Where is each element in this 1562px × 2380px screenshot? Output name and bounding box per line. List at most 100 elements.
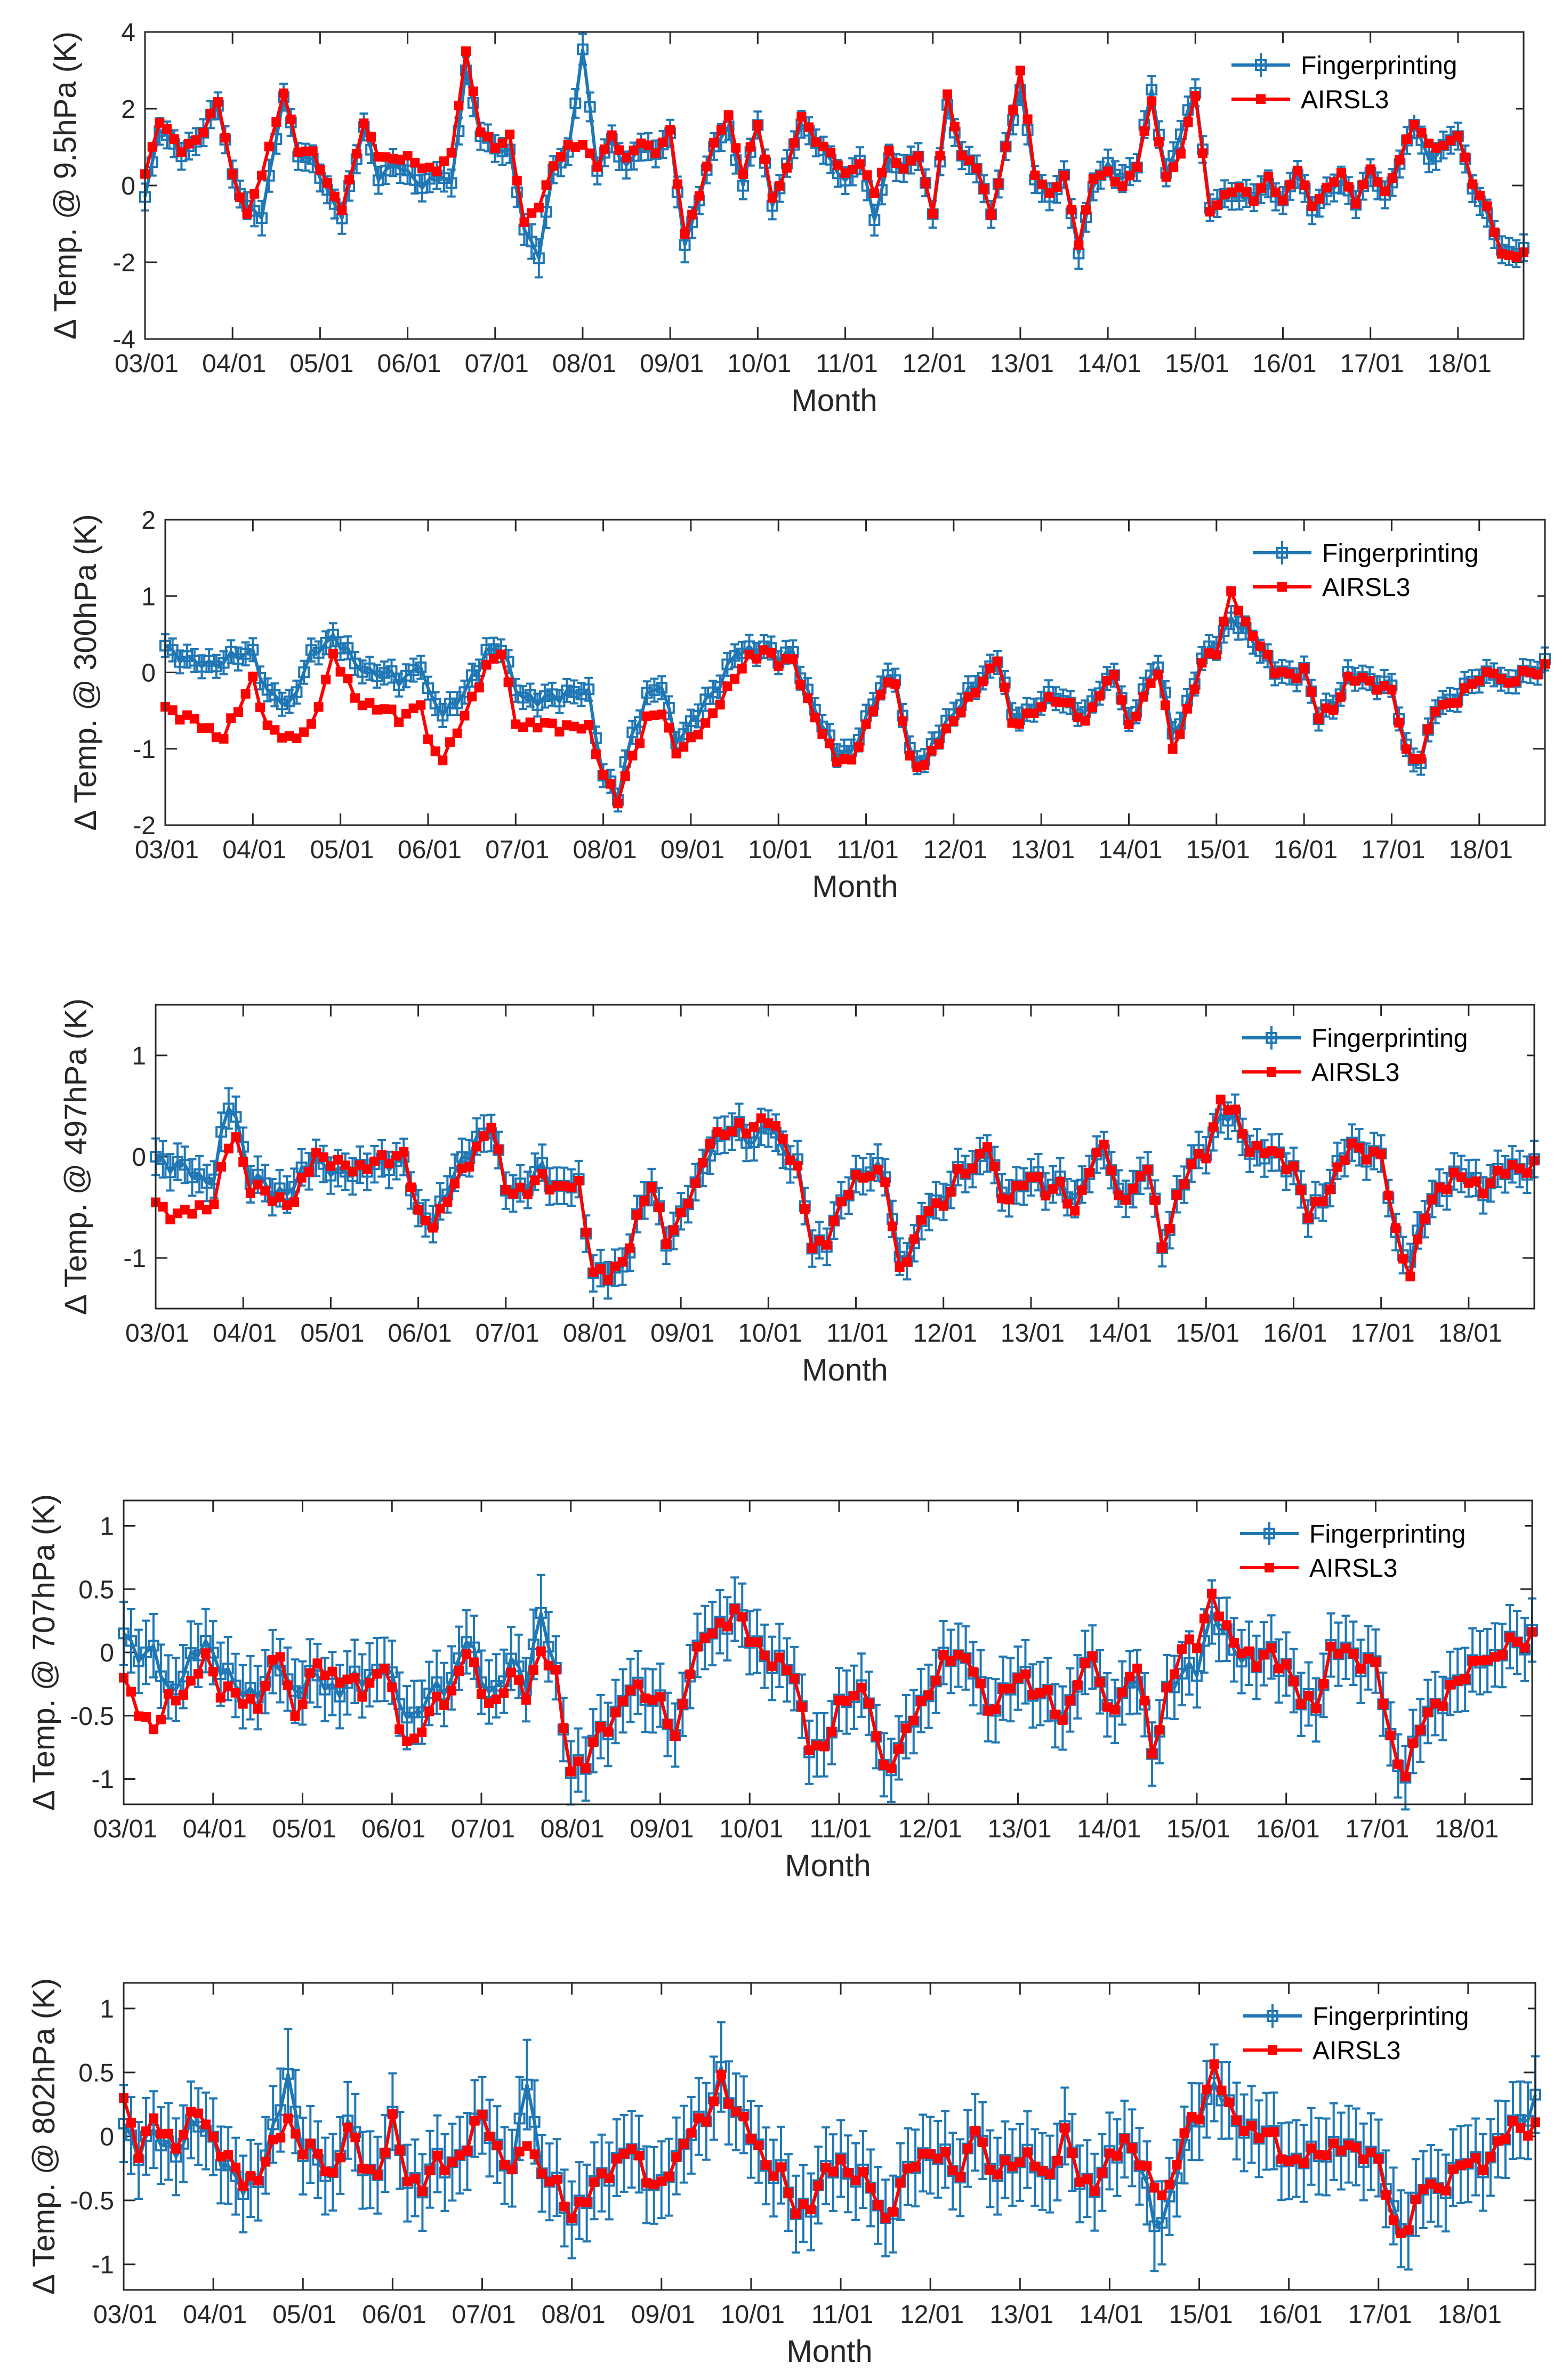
airsl3-point [1208,1122,1218,1132]
y-tick-label: -0.5 [70,2187,114,2215]
airsl3-point [658,138,668,148]
x-tick-label: 10/01 [719,1815,783,1843]
airsl3-point [293,147,303,157]
airsl3-point [164,2128,174,2139]
fingerprinting-point [401,164,414,176]
airsl3-point [305,2139,316,2149]
airsl3-point [1033,1172,1043,1182]
airsl3-point [953,1164,963,1174]
airsl3-point [1191,1643,1202,1653]
airsl3-point [1445,698,1455,708]
airsl3-point [767,193,777,203]
airsl3-point [306,719,316,729]
airsl3-point [625,1243,635,1253]
airsl3-point [337,205,347,215]
fingerprinting-point [1146,84,1158,96]
airsl3-point [1289,1161,1299,1171]
fingerprinting-point [532,699,544,711]
airsl3-point [1184,1634,1194,1644]
airsl3-point [1160,700,1170,711]
fingerprinting-point [663,701,675,714]
panel-2: -2 -1 0 1 2 03/01 04/01 05/01 06/01 07/01 08/01 09/… [68,506,1551,904]
airsl3-point [178,1690,188,1700]
airsl3-point [298,2150,308,2160]
legend-label-fingerprinting: Fingerprinting [1309,1520,1466,1548]
airsl3-point [566,1766,576,1777]
x-axis-label: Month [802,1353,888,1387]
x-tick-label: 13/01 [987,1815,1051,1843]
airsl3-point [1380,187,1390,197]
fingerprinting-point [380,164,392,176]
airsl3-point [452,728,462,738]
airsl3-point [722,1621,732,1632]
airsl3-point [679,742,689,752]
airsl3-point [789,138,799,148]
airsl3-point [759,645,769,655]
fingerprinting-point [166,644,179,656]
fingerprinting-point [132,1655,144,1667]
fingerprinting-point [394,164,406,176]
x-tick-label: 09/01 [661,836,724,864]
airsl3-point [1230,1104,1241,1115]
airsl3-point [826,148,836,158]
airsl3-point [387,704,397,714]
airsl3-point [603,1275,613,1285]
y-tick-label: -1 [133,736,156,764]
airsl3-point [340,1160,350,1171]
airsl3-point [209,1199,219,1209]
fingerprinting-point [327,628,339,641]
airsl3-point [507,2165,517,2175]
airsl3-point [1328,705,1338,715]
fingerprinting-point [125,1635,137,1647]
legend-box [1228,1512,1525,1583]
legend-label-airsl3: AIRSL3 [1322,574,1410,602]
airsl3-point [1147,1749,1157,1759]
airsl3-point [569,721,579,731]
airsl3-point [890,679,900,689]
airsl3-point [350,693,360,703]
fingerprinting-point [298,666,310,679]
airsl3-point [165,1214,175,1224]
fingerprinting-point [267,2118,279,2131]
x-tick-label: 14/01 [1077,350,1141,378]
y-tick-label: -1 [91,1766,114,1794]
airsl3-point [1095,1677,1105,1688]
y-tick-label: 1 [132,1042,146,1070]
fingerprinting-point [275,2104,287,2116]
airsl3-point [871,1731,881,1741]
airsl3-point [417,2187,428,2197]
airsl3-point [476,127,486,138]
airsl3-point [924,1206,934,1216]
airsl3-point [233,707,243,717]
airsl3-point [1278,196,1288,206]
airsl3-point [1175,149,1186,159]
airsl3-point [348,1167,358,1177]
airsl3-point [155,118,165,128]
x-tick-label: 17/01 [1351,1319,1415,1348]
panel-5: -1 -0.5 0 0.5 1 03/01 04/01 05/01 06/01 07/01 08/0… [27,1978,1541,2369]
x-tick-label: 08/01 [542,2301,606,2329]
airsl3-point [1070,1206,1080,1216]
airsl3-point [957,150,967,160]
airsl3-point [291,2129,301,2139]
airsl3-point [467,691,477,701]
airsl3-point [778,1134,788,1144]
x-tick-label: 08/01 [552,350,616,378]
airsl3-point [544,1184,554,1195]
airsl3-point [1471,1176,1481,1187]
airsl3-point [399,1147,409,1157]
y-tick-label: 0 [141,659,156,688]
x-tick-label: 03/01 [135,836,199,864]
airsl3-point [891,158,901,168]
airsl3-point [800,1204,810,1214]
airsl3-point [771,1120,781,1131]
airsl3-point [328,649,338,659]
y-axis-label: Δ Temp. @ 300hPa (K) [68,514,103,830]
airsl3-point [454,100,464,110]
y-tick-label: 0 [132,1143,146,1172]
airsl3-point [1262,649,1273,659]
airsl3-point [705,1139,715,1149]
airsl3-point [650,148,661,158]
fingerprinting-point [747,1136,760,1149]
airsl3-point [260,1681,270,1691]
